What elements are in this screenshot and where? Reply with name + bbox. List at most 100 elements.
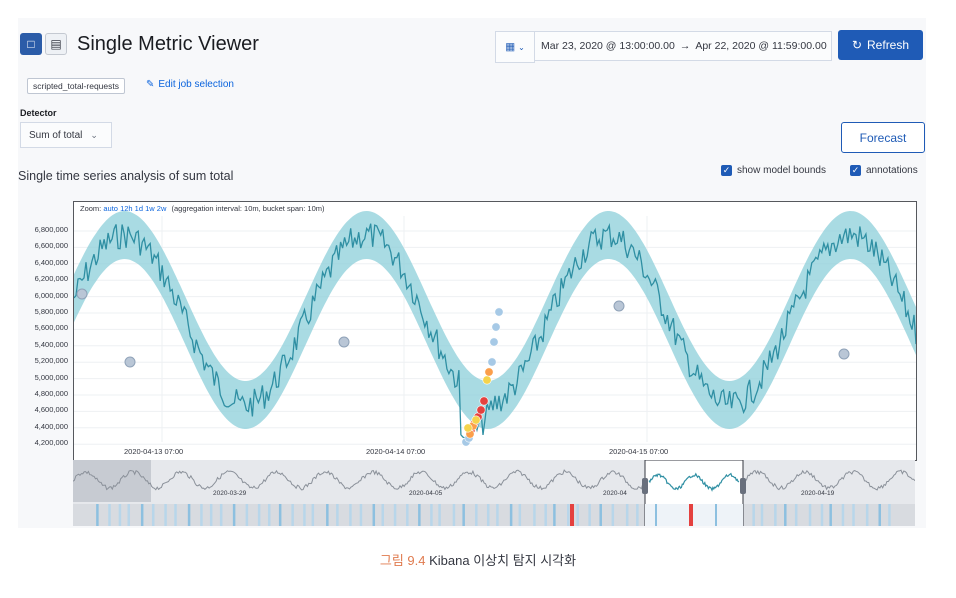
- brush-swimlane-cell: [655, 504, 657, 526]
- brush-series-line: [648, 472, 740, 492]
- zoom-option-2w[interactable]: 2w: [156, 204, 167, 213]
- swimlane-cell: [278, 504, 282, 526]
- swimlane-cell: [406, 504, 409, 526]
- anomaly-marker[interactable]: [482, 375, 492, 385]
- swimlane-cell: [174, 504, 177, 526]
- swimlane-cell: [381, 504, 384, 526]
- swimlane-cell: [303, 504, 306, 526]
- anomaly-marker[interactable]: [463, 423, 473, 433]
- show-model-bounds-toggle[interactable]: ✓ show model bounds: [721, 165, 826, 176]
- context-x-tick-label: 2020-04-19: [801, 490, 835, 497]
- focus-chart[interactable]: Zoom: auto 12h 1d 1w 2w (aggregation int…: [73, 201, 917, 461]
- swimlane-cell: [209, 504, 213, 526]
- anomaly-swimlane: [73, 504, 915, 526]
- anomaly-explorer-icon[interactable]: □: [20, 33, 42, 55]
- single-metric-viewer-screenshot: □ ▤ Single Metric Viewer ▦ ⌄ Mar 23, 202…: [18, 18, 926, 528]
- anomaly-marker[interactable]: [491, 322, 501, 332]
- job-badge: scripted_total-requests: [27, 78, 125, 94]
- y-tick-label: 6,600,000: [34, 241, 68, 251]
- swimlane-cell: [599, 504, 602, 526]
- swimlane-cell: [486, 504, 490, 526]
- y-tick-label: 5,600,000: [34, 323, 68, 333]
- brush-left-handle[interactable]: [642, 478, 648, 494]
- anomaly-marker[interactable]: [494, 307, 504, 317]
- zoom-option-1d[interactable]: 1d: [134, 204, 144, 213]
- checkbox-checked-icon[interactable]: ✓: [850, 165, 861, 176]
- swimlane-cell: [349, 504, 352, 526]
- zoom-bar: Zoom: auto 12h 1d 1w 2w (aggregation int…: [80, 204, 324, 213]
- swimlane-cell: [219, 504, 223, 526]
- y-tick-label: 6,000,000: [34, 290, 68, 300]
- x-tick-label: 2020-04-14 07:00: [366, 447, 426, 456]
- swimlane-cell: [808, 504, 812, 526]
- swimlane-cell: [774, 504, 777, 526]
- swimlane-cell: [291, 504, 294, 526]
- y-tick-label: 6,400,000: [34, 257, 68, 267]
- swimlane-cell: [553, 504, 556, 526]
- calendar-icon: ▦: [505, 41, 516, 53]
- swimlane-cell: [372, 504, 376, 526]
- panel-title: Single time series analysis of sum total: [18, 169, 234, 183]
- multi-bucket-marker[interactable]: [838, 348, 850, 360]
- swimlane-cell: [611, 504, 615, 526]
- focus-chart-svg: [74, 211, 916, 447]
- zoom-option-12h[interactable]: 12h: [120, 204, 133, 213]
- anomaly-marker[interactable]: [487, 357, 497, 367]
- edit-job-label: Edit job selection: [158, 79, 234, 90]
- anomaly-marker[interactable]: [484, 367, 494, 377]
- pencil-icon: ✎: [146, 79, 155, 90]
- swimlane-cell: [544, 504, 547, 526]
- anomaly-marker[interactable]: [479, 396, 489, 406]
- swimlane-cell: [518, 504, 522, 526]
- swimlane-cell: [820, 504, 824, 526]
- brush-right-handle[interactable]: [740, 478, 746, 494]
- multi-bucket-marker[interactable]: [124, 356, 136, 368]
- date-range-picker[interactable]: Mar 23, 2020 @ 13:00:00.00 → Apr 22, 202…: [534, 31, 832, 61]
- swimlane-cell: [533, 504, 536, 526]
- arrow-right-icon: →: [679, 40, 691, 52]
- forecast-button[interactable]: Forecast: [841, 122, 925, 153]
- anomaly-marker[interactable]: [489, 337, 499, 347]
- brush-critical-cell: [689, 504, 693, 526]
- multi-bucket-marker[interactable]: [338, 336, 350, 348]
- multi-bucket-marker[interactable]: [613, 300, 625, 312]
- swimlane-cell: [108, 504, 111, 526]
- refresh-button[interactable]: ↻ Refresh: [838, 30, 923, 60]
- start-date[interactable]: Mar 23, 2020 @ 13:00:00.00: [541, 40, 675, 52]
- multi-bucket-marker[interactable]: [76, 288, 88, 300]
- anomaly-marker[interactable]: [476, 405, 486, 415]
- swimlane-cell: [496, 504, 499, 526]
- y-tick-label: 5,200,000: [34, 356, 68, 366]
- x-tick-label: 2020-04-13 07:00: [124, 447, 184, 456]
- swimlane-cell: [784, 504, 787, 526]
- swimlane-cell: [636, 504, 639, 526]
- swimlane-cell: [151, 504, 155, 526]
- zoom-option-1w[interactable]: 1w: [145, 204, 155, 213]
- edit-job-selection-link[interactable]: ✎ Edit job selection: [146, 79, 234, 90]
- date-quick-menu[interactable]: ▦ ⌄: [495, 31, 535, 63]
- y-tick-label: 4,200,000: [34, 438, 68, 448]
- swimlane-cell: [359, 504, 363, 526]
- swimlane-cell: [625, 504, 629, 526]
- detector-select[interactable]: Sum of total ⌄: [20, 122, 112, 148]
- context-x-tick-label: 2020-04: [603, 490, 627, 497]
- annotations-toggle[interactable]: ✓ annotations: [850, 165, 918, 176]
- swimlane-cell: [752, 504, 755, 526]
- single-metric-viewer-icon[interactable]: ▤: [45, 33, 67, 55]
- context-chart[interactable]: 2020-03-29 2020-04-05 2020-04 2020-04-19: [73, 460, 915, 526]
- zoom-option-auto[interactable]: auto: [103, 204, 118, 213]
- checkbox-checked-icon[interactable]: ✓: [721, 165, 732, 176]
- end-date[interactable]: Apr 22, 2020 @ 11:59:00.00: [695, 40, 827, 52]
- swimlane-cell: [865, 504, 869, 526]
- y-tick-label: 4,400,000: [34, 421, 68, 431]
- swimlane-cell: [336, 504, 339, 526]
- y-tick-label: 5,000,000: [34, 372, 68, 382]
- y-tick-label: 6,200,000: [34, 274, 68, 284]
- anomaly-marker[interactable]: [471, 415, 481, 425]
- swimlane-cell: [164, 504, 167, 526]
- brush-swimlane: [645, 504, 743, 526]
- swimlane-cell: [267, 504, 271, 526]
- brush-swimlane-cell: [715, 504, 717, 526]
- detector-value: Sum of total: [29, 129, 83, 141]
- swimlane-cell: [326, 504, 329, 526]
